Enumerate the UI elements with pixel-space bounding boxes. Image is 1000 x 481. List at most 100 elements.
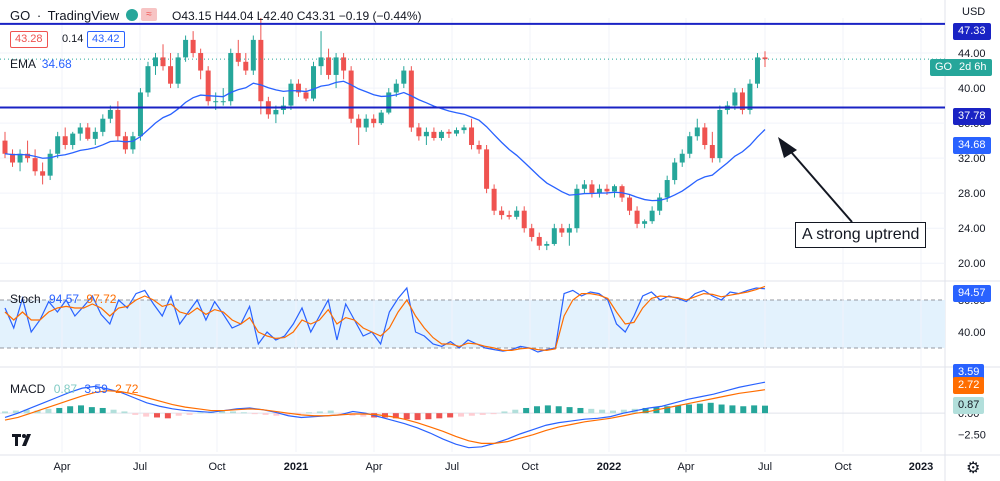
stoch-k-value: 94.57 [49, 292, 80, 306]
candle-body [190, 39, 196, 54]
candle-body [649, 210, 655, 222]
candle-body [371, 118, 377, 124]
ema-badge: 34.68 [953, 137, 991, 154]
candle-body [145, 66, 151, 93]
stoch-k-line [4, 286, 766, 353]
macd-hist-bar [762, 405, 768, 414]
candle-body [243, 61, 249, 71]
candle-body [326, 57, 332, 75]
macd-hist-bar [67, 406, 74, 414]
stoch-legend[interactable]: Stoch 94.57 97.72 [10, 292, 116, 306]
time-tick-label: Jul [758, 461, 772, 473]
candle-body [363, 118, 369, 128]
header-separator: · [36, 8, 42, 23]
bid-badge[interactable]: 43.28 [10, 31, 48, 48]
candle-body [604, 188, 610, 192]
candle-body [642, 221, 648, 224]
macd-tick-label: −2.50 [958, 430, 986, 442]
macd-legend[interactable]: MACD 0.87 3.59 2.72 [10, 382, 138, 396]
candle-body [401, 70, 407, 84]
time-tick-label: Apr [53, 461, 70, 473]
macd-hist-bar [490, 413, 497, 415]
macd-hist-bar [620, 409, 627, 414]
candle-body [175, 57, 181, 84]
annotation-arrowhead [778, 137, 797, 158]
candle-body [589, 184, 595, 194]
candle-body [92, 131, 98, 139]
candle-body [687, 136, 693, 154]
macd-hist-bar [295, 413, 302, 415]
candle-body [612, 186, 618, 192]
macd-hist-bar [740, 406, 747, 414]
candle-body [664, 180, 670, 198]
candle-body [55, 136, 61, 154]
countdown-badge: 2d 6h [954, 59, 992, 76]
macd-hist-bar [555, 406, 562, 414]
macd-hist-bar [12, 410, 19, 414]
macd-hist-bar [219, 410, 226, 414]
macd-hist-bar [110, 409, 117, 414]
macd-hist-bar [240, 412, 247, 414]
candle-body [70, 133, 76, 145]
candle-body [168, 66, 174, 84]
candle-body [619, 186, 625, 198]
time-tick-label: Oct [208, 461, 225, 473]
candle-body [499, 210, 505, 216]
gear-icon[interactable]: ⚙ [966, 460, 981, 477]
macd-hist-bar [154, 413, 160, 418]
annotation-box: A strong uptrend [795, 222, 927, 248]
tradingview-logo-icon[interactable] [10, 430, 36, 448]
eye-icon[interactable] [126, 9, 138, 21]
candle-body [62, 136, 68, 145]
candle-body [152, 57, 158, 67]
candle-body [47, 153, 53, 176]
macd-hist-bar [175, 413, 182, 416]
macd-hist-bar [284, 413, 291, 415]
ema-legend[interactable]: EMA 34.68 [10, 57, 72, 71]
symbol-header: GO · TradingView [10, 8, 119, 23]
candle-body [250, 39, 256, 71]
macd-line [4, 381, 766, 449]
macd-hist-bar [610, 410, 616, 414]
time-tick-label: Apr [677, 461, 694, 473]
macd-hist-bar [512, 409, 519, 414]
price-tick-label: 24.00 [958, 223, 986, 235]
candle-body [596, 188, 602, 194]
candle-body [544, 243, 550, 246]
candle-body [115, 109, 121, 137]
macd-hist-bar [56, 407, 63, 414]
ask-badge[interactable]: 43.42 [87, 31, 125, 48]
candle-body [551, 228, 557, 244]
macd-hist-value: 0.87 [53, 382, 78, 396]
candle-body [311, 66, 317, 99]
wave-icon[interactable]: ≈ [141, 8, 157, 21]
macd-signal-value: 2.72 [115, 382, 139, 396]
candle-body [122, 136, 128, 150]
macd-hist-bar [262, 413, 269, 415]
hline-mid-badge: 37.78 [953, 108, 991, 125]
macd-hist-bar [588, 408, 595, 414]
macd-hist-bar [306, 412, 312, 414]
stoch-label: Stoch [10, 292, 41, 306]
macd-signal-line [4, 389, 766, 444]
candle-body [506, 215, 512, 217]
macd-hist-bar [88, 407, 95, 414]
candle-body [566, 228, 572, 233]
macd-line-badge: 3.59 [953, 364, 985, 381]
candle-body [2, 140, 8, 154]
time-tick-label: 2021 [284, 461, 308, 473]
macd-hist-bar [2, 411, 8, 414]
candle-body [732, 92, 738, 106]
macd-hist-bar [501, 411, 508, 414]
ema-line [4, 80, 766, 202]
symbol-name[interactable]: GO [10, 8, 31, 23]
candle-body [356, 118, 362, 128]
candle-body [107, 109, 113, 119]
macd-hist-badge: 0.87 [953, 397, 985, 414]
macd-hist-bar [230, 411, 236, 414]
candle-body [717, 109, 723, 159]
price-tick-label: 40.00 [958, 83, 986, 95]
ohlc-values: O43.15 H44.04 L42.40 C43.31 −0.19 (−0.44… [172, 9, 422, 23]
candle-body [318, 57, 324, 67]
